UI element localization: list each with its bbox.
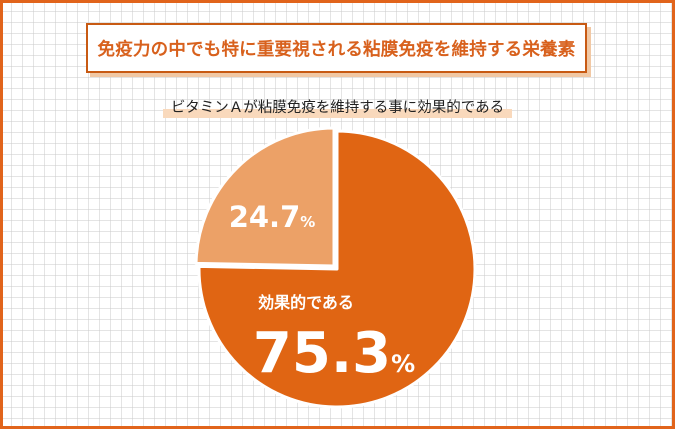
pie-slice-1 xyxy=(197,129,477,409)
slice-value-minor-unit: % xyxy=(300,213,315,231)
page-title: 免疫力の中でも特に重要視される粘膜免疫を維持する栄養素 xyxy=(97,39,576,60)
title-box: 免疫力の中でも特に重要視される粘膜免疫を維持する栄養素 xyxy=(86,23,587,73)
slice-value-minor-number: 24.7 xyxy=(229,200,301,234)
slice-value-minor: 24.7% xyxy=(229,200,316,234)
pie-slices xyxy=(194,126,477,409)
pie-labels: 効果的である 75.3% 24.7% xyxy=(229,200,415,386)
slice-label-main: 効果的である xyxy=(258,293,354,312)
pie-slice-2 xyxy=(194,126,336,268)
slice-value-main-unit: % xyxy=(391,350,415,378)
slice-value-main: 75.3% xyxy=(253,321,415,386)
chart-title: ビタミンＡが粘膜免疫を維持する事に効果的である xyxy=(162,96,513,118)
slice-value-main-number: 75.3 xyxy=(253,321,391,386)
chart-title-wrap: ビタミンＡが粘膜免疫を維持する事に効果的である xyxy=(0,96,675,118)
